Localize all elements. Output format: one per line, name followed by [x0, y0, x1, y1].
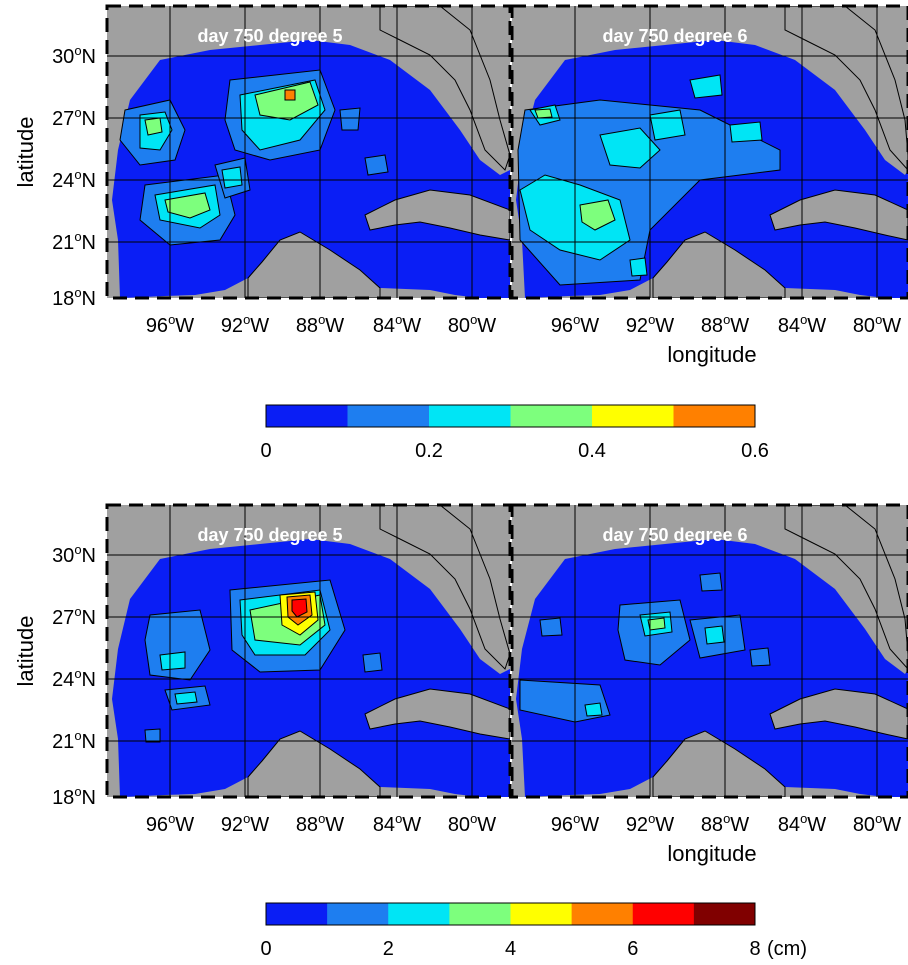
panel-frame — [510, 4, 908, 300]
gulf-ocean — [516, 539, 908, 797]
cuba — [769, 688, 908, 740]
cuba — [769, 189, 908, 241]
lat-tick-label: 24oN — [52, 167, 96, 192]
lat-tick-label: 27oN — [52, 604, 96, 629]
colorbar-segment — [429, 405, 511, 427]
colorbar-segment — [571, 903, 634, 925]
lon-tick-label: 88oW — [296, 312, 344, 337]
field-contours — [519, 572, 771, 723]
field-contours — [119, 69, 389, 246]
lon-tick-label: 84oW — [373, 811, 421, 836]
lon-tick-label: 88oW — [701, 811, 749, 836]
x-axis-label: longitude — [667, 841, 756, 866]
lat-tick-label: 18oN — [52, 285, 96, 310]
lon-tick-label: 80oW — [448, 312, 496, 337]
colorbar-segment — [693, 903, 756, 925]
colorbar-tick-label: 8 — [749, 938, 760, 960]
panel-top-right: day 750 degree 6 — [512, 6, 908, 298]
colorbar-tick-label: 6 — [627, 938, 638, 960]
florida — [379, 505, 510, 670]
colorbar-unit-label: (cm) — [767, 938, 807, 960]
grid-lines — [107, 6, 510, 298]
colorbar-segment — [388, 903, 450, 925]
colorbar-tick-label: 0 — [260, 440, 271, 462]
colorbar-frame — [265, 404, 756, 428]
colorbar-segment — [510, 903, 573, 925]
lon-tick-label: 84oW — [778, 312, 826, 337]
colorbar-top: 0 0.2 0.4 0.6 — [260, 404, 769, 462]
colorbar-tick-label: 0.2 — [415, 440, 443, 462]
lon-tick-label: 88oW — [296, 811, 344, 836]
lon-tick-label: 96oW — [146, 811, 194, 836]
lat-tick-label: 27oN — [52, 105, 96, 130]
lon-tick-label: 92oW — [221, 312, 269, 337]
panel-frame — [510, 503, 908, 799]
lon-tick-label: 88oW — [701, 312, 749, 337]
colorbar-segment — [347, 405, 430, 427]
x-axis-label: longitude — [667, 342, 756, 367]
panel-bottom-left: day 750 degree 5 — [107, 505, 510, 797]
panel-frame — [105, 503, 512, 799]
panel-title: day 750 degree 6 — [602, 525, 747, 545]
lon-tick-label: 92oW — [626, 312, 674, 337]
lat-tick-label: 21oN — [52, 229, 96, 254]
lon-tick-label: 84oW — [778, 811, 826, 836]
colorbar-tick-label: 0.4 — [578, 440, 606, 462]
lat-tick-label: 24oN — [52, 666, 96, 691]
y-axis-label: latitude — [13, 117, 38, 188]
lon-tick-label: 80oW — [853, 811, 901, 836]
colorbar-segment — [673, 405, 756, 427]
lat-tick-label: 30oN — [52, 542, 96, 567]
panel-title: day 750 degree 6 — [602, 26, 747, 46]
tick-labels: 30oN 27oN 24oN 21oN 18oN 96oW 96oW 92oW 92oW 88oW… — [52, 43, 901, 836]
lon-tick-label: 80oW — [853, 312, 901, 337]
colorbar-segment — [266, 405, 348, 427]
colorbar-segment — [632, 903, 695, 925]
panel-bottom-right: day 750 degree 6 — [512, 505, 908, 797]
cuba — [364, 688, 510, 740]
cuba — [364, 189, 510, 241]
lat-tick-label: 18oN — [52, 784, 96, 809]
y-axis-label: latitude — [13, 616, 38, 687]
colorbar-segment — [266, 903, 328, 925]
lon-tick-label: 92oW — [221, 811, 269, 836]
lat-tick-label: 30oN — [52, 43, 96, 68]
panel-frame — [105, 4, 512, 300]
panel-top-left: day 750 degree 5 — [107, 6, 510, 298]
colorbar-segment — [592, 405, 674, 427]
colorbar-segment — [327, 903, 389, 925]
colorbar-segment — [449, 903, 511, 925]
colorbar-tick-label: 0 — [260, 938, 271, 960]
yucatan — [247, 231, 381, 298]
lon-tick-label: 92oW — [626, 811, 674, 836]
lon-tick-label: 80oW — [448, 811, 496, 836]
colorbar-tick-label: 2 — [383, 938, 394, 960]
yucatan — [652, 231, 786, 298]
colorbar-tick-label: 4 — [505, 938, 516, 960]
lat-tick-label: 21oN — [52, 728, 96, 753]
florida — [379, 6, 510, 171]
colorbar-frame — [265, 902, 756, 926]
lon-tick-label: 84oW — [373, 312, 421, 337]
yucatan — [652, 730, 786, 797]
lon-tick-label: 96oW — [551, 811, 599, 836]
panel-title: day 750 degree 5 — [197, 525, 342, 545]
grid-lines — [512, 505, 908, 797]
grid-lines — [107, 505, 510, 797]
colorbar-bottom: 0 2 4 6 8 (cm) — [260, 902, 807, 960]
yucatan — [247, 730, 381, 797]
colorbar-segment — [510, 405, 593, 427]
lon-tick-label: 96oW — [551, 312, 599, 337]
grid-lines — [512, 6, 908, 298]
lon-tick-label: 96oW — [146, 312, 194, 337]
colorbar-tick-label: 0.6 — [741, 440, 769, 462]
panel-title: day 750 degree 5 — [197, 26, 342, 46]
